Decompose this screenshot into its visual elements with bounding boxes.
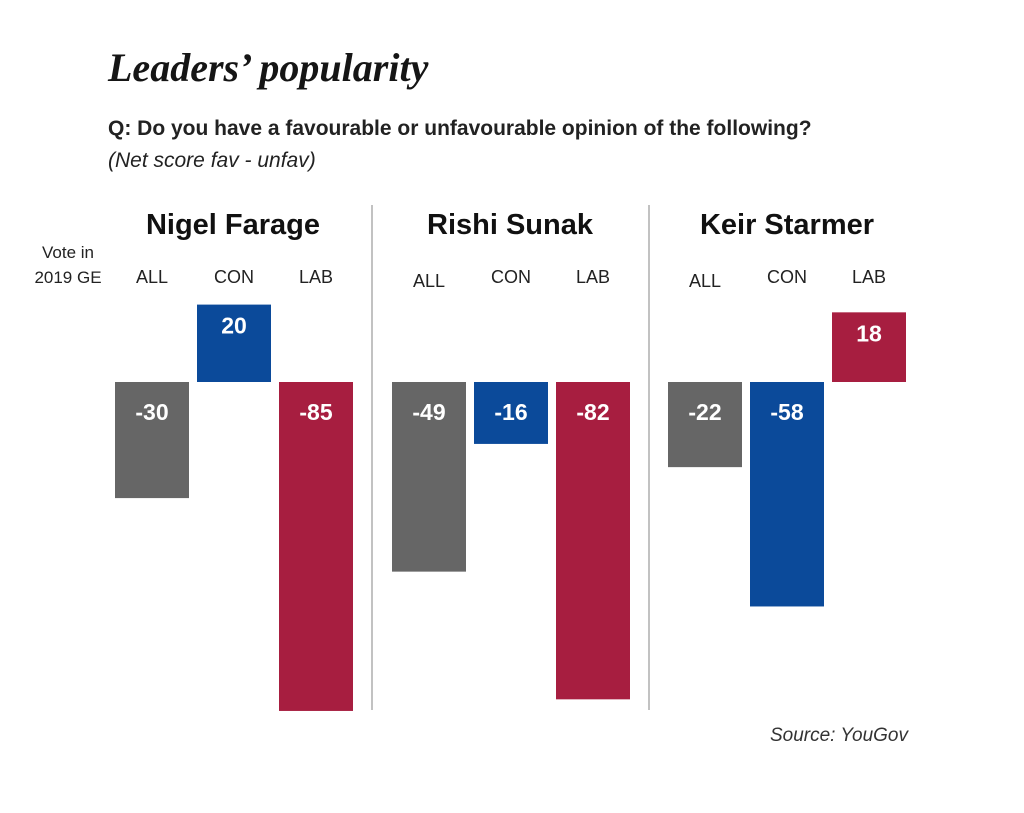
panel-title-nigel-farage: Nigel Farage [146, 209, 320, 241]
bar-nigel-farage-lab [279, 382, 353, 711]
data-label-nigel-farage-all: -30 [135, 399, 168, 425]
category-label-all: ALL [413, 271, 445, 291]
bar-nigel-farage-con [197, 304, 271, 382]
source-note: Source: YouGov [769, 725, 908, 746]
panel-title-keir-starmer: Keir Starmer [700, 209, 874, 241]
data-label-keir-starmer-all: -22 [688, 399, 721, 425]
bar-rishi-sunak-all [392, 382, 466, 572]
data-label-rishi-sunak-con: -16 [494, 399, 527, 425]
bar-keir-starmer-lab [832, 312, 906, 382]
category-label-con: CON [767, 267, 807, 287]
category-label-all: ALL [689, 271, 721, 291]
bar-keir-starmer-con [750, 382, 824, 607]
data-label-rishi-sunak-lab: -82 [576, 399, 609, 425]
bar-rishi-sunak-lab [556, 382, 630, 700]
vote-in-2019-label: Vote in 2019 GE [26, 240, 110, 290]
category-label-con: CON [491, 267, 531, 287]
data-label-rishi-sunak-all: -49 [412, 399, 445, 425]
category-label-all: ALL [136, 267, 168, 287]
vote-label-line-2: 2019 GE [34, 268, 102, 287]
bar-keir-starmer-all [668, 382, 742, 468]
question-text: Q: Do you have a favourable or unfavoura… [108, 117, 812, 140]
bar-rishi-sunak-con [474, 382, 548, 444]
vote-label-line-1: Vote in [42, 243, 94, 262]
score-note: (Net score fav - unfav) [108, 149, 316, 172]
chart-title: Leaders’ popularity [108, 45, 429, 90]
category-label-con: CON [214, 267, 254, 287]
bar-nigel-farage-all [115, 382, 189, 499]
category-label-lab: LAB [576, 267, 610, 287]
category-label-lab: LAB [299, 267, 333, 287]
data-label-keir-starmer-con: -58 [770, 399, 803, 425]
category-label-lab: LAB [852, 267, 886, 287]
panel-title-rishi-sunak: Rishi Sunak [427, 209, 594, 241]
data-label-nigel-farage-con: 20 [221, 313, 247, 339]
data-label-nigel-farage-lab: -85 [299, 399, 332, 425]
data-label-keir-starmer-lab: 18 [856, 320, 882, 346]
